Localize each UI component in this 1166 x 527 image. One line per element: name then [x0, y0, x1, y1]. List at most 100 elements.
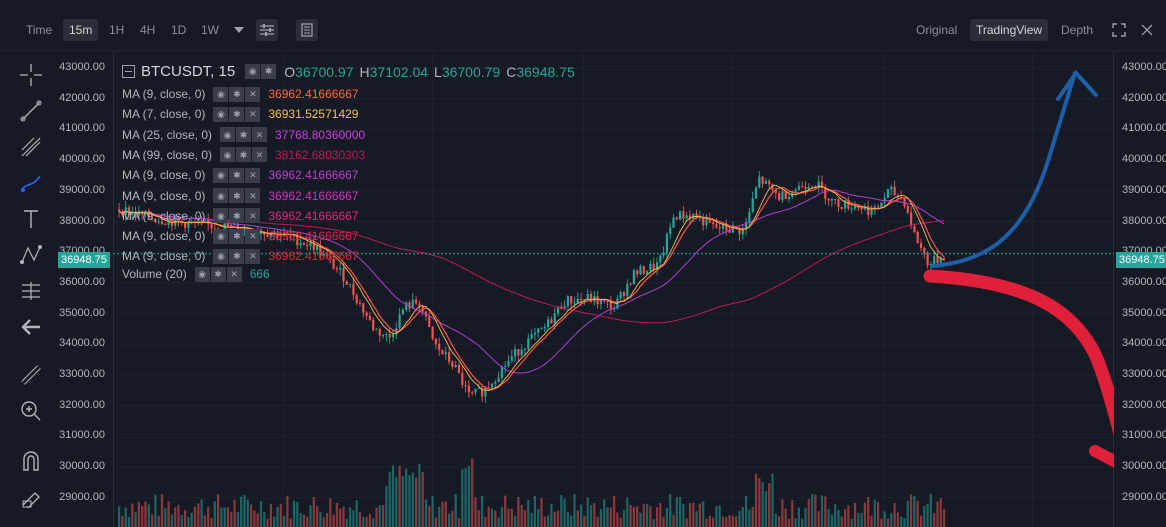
magnet-icon[interactable]: [17, 447, 45, 475]
gear-icon[interactable]: ✱: [229, 228, 245, 244]
eye-icon[interactable]: ◉: [194, 266, 210, 282]
volume-bar: [566, 511, 569, 527]
volume-bar: [748, 509, 751, 527]
candle-body: [576, 298, 579, 303]
right-price-axis[interactable]: 43000.00 42000.00 41000.00 40000.00 39000.00…: [1113, 51, 1166, 527]
interval-1d[interactable]: 1D: [171, 23, 187, 37]
volume-label: Volume (20): [122, 267, 187, 281]
volume-bar: [844, 509, 847, 527]
zoom-in-icon[interactable]: [17, 397, 45, 425]
volume-bar: [867, 497, 870, 527]
volume-bar: [857, 512, 860, 527]
volume-bar: [306, 516, 309, 527]
volume-bar: [639, 512, 642, 527]
volume-bar: [682, 504, 685, 527]
candle-body: [517, 349, 520, 356]
volume-bar: [599, 509, 602, 527]
eye-icon[interactable]: ◉: [213, 248, 229, 264]
lock-drawings-icon[interactable]: [17, 483, 45, 511]
remove-icon[interactable]: ✕: [245, 208, 261, 224]
text-tool-icon[interactable]: [17, 205, 45, 233]
candle-body: [626, 284, 629, 297]
volume-bar: [170, 514, 173, 527]
candle-body: [184, 222, 187, 228]
gear-icon[interactable]: ✱: [229, 167, 245, 183]
eye-icon[interactable]: ◉: [213, 167, 229, 183]
fullscreen-icon[interactable]: [1108, 19, 1130, 41]
candle-body: [302, 243, 305, 245]
interval-15m[interactable]: 15m: [63, 19, 99, 41]
remove-icon[interactable]: ✕: [245, 106, 261, 122]
prediction-tool-icon[interactable]: [17, 277, 45, 305]
gear-icon[interactable]: ✱: [229, 86, 245, 102]
back-arrow-icon[interactable]: [17, 313, 45, 341]
remove-icon[interactable]: ✕: [245, 228, 261, 244]
volume-bar: [669, 494, 672, 527]
interval-1h[interactable]: 1H: [109, 23, 125, 37]
volume-bar: [616, 512, 619, 527]
view-tradingview[interactable]: TradingView: [970, 19, 1049, 41]
remove-icon[interactable]: ✕: [252, 147, 268, 163]
gear-icon[interactable]: ✱: [229, 106, 245, 122]
eye-icon[interactable]: ◉: [213, 208, 229, 224]
settings-sliders-icon[interactable]: [256, 19, 278, 41]
candle-body: [533, 332, 536, 335]
gear-icon[interactable]: ✱: [261, 64, 277, 79]
view-depth[interactable]: Depth: [1061, 23, 1094, 37]
gear-icon[interactable]: ✱: [229, 208, 245, 224]
candle-body: [210, 224, 213, 229]
eye-icon[interactable]: ◉: [220, 147, 236, 163]
more-intervals-dropdown-icon[interactable]: [228, 19, 250, 41]
indicators-icon[interactable]: [296, 19, 318, 41]
current-price-tag-right: 36948.75: [1116, 252, 1166, 268]
chart-canvas[interactable]: [113, 51, 1114, 527]
remove-icon[interactable]: ✕: [245, 248, 261, 264]
candle-body: [131, 212, 134, 215]
view-original[interactable]: Original: [916, 23, 958, 37]
remove-icon[interactable]: ✕: [245, 167, 261, 183]
candle-body: [147, 210, 150, 218]
volume-bar: [240, 496, 243, 527]
brush-icon[interactable]: [17, 169, 45, 197]
eye-icon[interactable]: ◉: [213, 86, 229, 102]
eye-icon[interactable]: ◉: [213, 228, 229, 244]
remove-icon[interactable]: ✕: [245, 86, 261, 102]
price-chart[interactable]: 43000.00 42000.00 41000.00 40000.00 39000.00…: [58, 51, 1166, 527]
candle-body: [273, 231, 276, 234]
volume-bar: [302, 514, 305, 527]
candle-body: [844, 200, 847, 209]
pattern-tool-icon[interactable]: [17, 241, 45, 269]
gear-icon[interactable]: ✱: [236, 147, 252, 163]
remove-icon[interactable]: ✕: [226, 266, 242, 282]
eye-icon[interactable]: ◉: [245, 64, 261, 79]
gear-icon[interactable]: ✱: [236, 127, 252, 143]
crosshair-icon[interactable]: [17, 61, 45, 89]
volume-bar: [626, 497, 629, 527]
close-icon[interactable]: [1136, 19, 1158, 41]
gear-icon[interactable]: ✱: [229, 188, 245, 203]
eye-icon[interactable]: ◉: [213, 106, 229, 122]
ruler-icon[interactable]: [17, 361, 45, 389]
eye-icon[interactable]: ◉: [220, 127, 236, 143]
ma-controls: ◉ ✱ ✕: [213, 248, 261, 264]
time-button[interactable]: Time: [26, 23, 53, 37]
volume-bar: [385, 485, 388, 527]
collapse-legend-icon[interactable]: [122, 65, 135, 78]
gear-icon[interactable]: ✱: [229, 248, 245, 264]
eye-icon[interactable]: ◉: [213, 188, 229, 203]
interval-1w[interactable]: 1W: [201, 23, 219, 37]
gear-icon[interactable]: ✱: [210, 266, 226, 282]
candle-body: [134, 212, 137, 216]
remove-icon[interactable]: ✕: [245, 188, 261, 203]
interval-4h[interactable]: 4H: [140, 23, 156, 37]
volume-bar: [926, 503, 929, 527]
trend-line-icon[interactable]: [17, 97, 45, 125]
volume-bar: [820, 495, 824, 527]
volume-bar: [613, 495, 616, 527]
symbol-label: BTCUSDT, 15: [141, 63, 236, 80]
volume-bar: [665, 507, 668, 527]
fib-tool-icon[interactable]: [17, 133, 45, 161]
candle-body: [936, 256, 939, 263]
volume-bar: [147, 504, 150, 527]
remove-icon[interactable]: ✕: [252, 127, 268, 143]
